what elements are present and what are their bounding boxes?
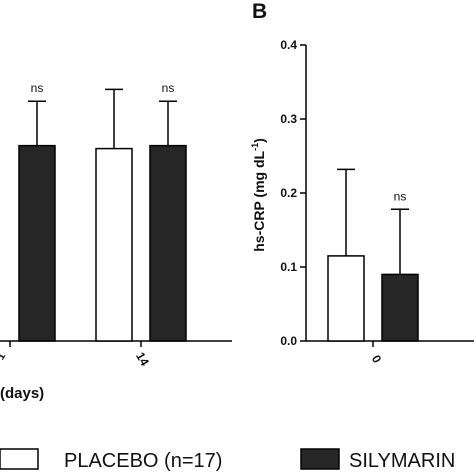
panel-a-bar-silymarin (149, 144, 187, 342)
panel-a: ns ns 1 14 (days) (0, 81, 232, 402)
legend-swatch-placebo (0, 448, 39, 470)
legend-label-placebo: PLACEBO (n=17) (64, 450, 222, 472)
panel-b-x-tick-label: 0 (369, 353, 385, 366)
panel-b-bar-placebo (327, 255, 365, 342)
legend-swatch-silymarin (300, 448, 340, 470)
panel-b-y-tick-label: 0.4 (280, 38, 297, 52)
panel-b-y-tick-label: 0.1 (280, 260, 297, 274)
panel-b-y-tick-label: 0.2 (280, 186, 297, 200)
panel-a-x-tick-label: 14 (133, 350, 152, 369)
legend: PLACEBO (n=17) SILYMARIN (0, 448, 455, 472)
panel-a-bar-silymarin (18, 144, 56, 342)
panel-b-y-axis-label: hs-CRP (mg dL-1) (250, 138, 267, 252)
legend-label-silymarin: SILYMARIN (349, 450, 455, 472)
panel-a-annotation: ns (162, 81, 175, 95)
panel-b-y-tick-label: 0.3 (280, 112, 297, 126)
panel-a-annotation: ns (31, 81, 44, 95)
panel-b-letter: B (252, 0, 267, 23)
panel-b: B hs-CRP (mg dL-1) 0.0 0.1 0.2 0.3 0.4 ns 0 (250, 0, 474, 366)
panel-a-cut-tick-label: 1 (0, 351, 8, 362)
panel-b-bar-silymarin (381, 273, 419, 342)
panel-a-x-axis-label: (days) (0, 385, 44, 402)
panel-b-annotation: ns (394, 189, 407, 203)
panel-a-bar-placebo (95, 147, 133, 342)
panel-b-y-tick-label: 0.0 (280, 334, 297, 348)
